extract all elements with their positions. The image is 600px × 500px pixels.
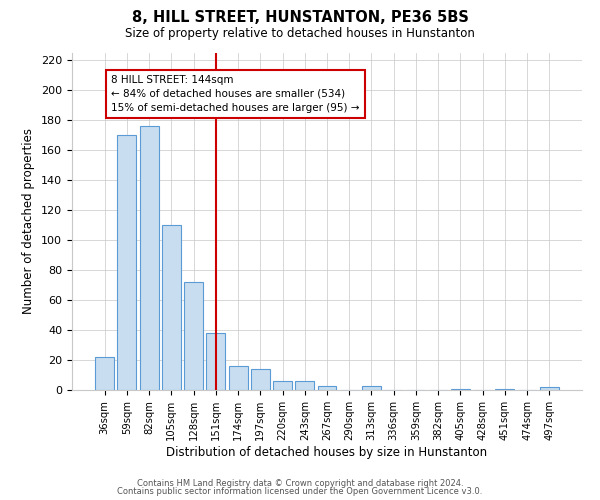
Bar [540, 387, 559, 390]
Bar [184, 282, 203, 390]
Text: 8, HILL STREET, HUNSTANTON, PE36 5BS: 8, HILL STREET, HUNSTANTON, PE36 5BS [131, 10, 469, 25]
Bar [95, 357, 114, 390]
Bar [229, 366, 248, 390]
Text: Contains HM Land Registry data © Crown copyright and database right 2024.: Contains HM Land Registry data © Crown c… [137, 478, 463, 488]
Bar [451, 388, 470, 390]
Text: 8 HILL STREET: 144sqm
← 84% of detached houses are smaller (534)
15% of semi-det: 8 HILL STREET: 144sqm ← 84% of detached … [112, 75, 360, 113]
Bar [317, 386, 337, 390]
X-axis label: Distribution of detached houses by size in Hunstanton: Distribution of detached houses by size … [166, 446, 488, 458]
Bar [251, 369, 270, 390]
Bar [273, 381, 292, 390]
Bar [206, 333, 225, 390]
Bar [295, 381, 314, 390]
Y-axis label: Number of detached properties: Number of detached properties [22, 128, 35, 314]
Bar [496, 388, 514, 390]
Bar [118, 135, 136, 390]
Bar [362, 386, 381, 390]
Text: Contains public sector information licensed under the Open Government Licence v3: Contains public sector information licen… [118, 487, 482, 496]
Bar [140, 126, 158, 390]
Bar [162, 225, 181, 390]
Text: Size of property relative to detached houses in Hunstanton: Size of property relative to detached ho… [125, 28, 475, 40]
